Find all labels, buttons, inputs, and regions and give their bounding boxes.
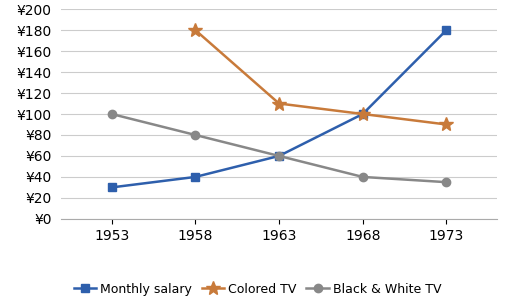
Line: Monthly salary: Monthly salary <box>108 26 451 192</box>
Line: Black & White TV: Black & White TV <box>108 110 451 186</box>
Colored TV <box>276 102 282 105</box>
Colored TV <box>359 112 366 116</box>
Monthly salary <box>276 154 282 158</box>
Black & White TV <box>193 133 199 137</box>
Monthly salary <box>359 112 366 116</box>
Black & White TV <box>359 175 366 179</box>
Monthly salary <box>443 28 450 32</box>
Black & White TV <box>109 112 115 116</box>
Line: Colored TV: Colored TV <box>188 23 453 131</box>
Legend: Monthly salary, Colored TV, Black & White TV: Monthly salary, Colored TV, Black & Whit… <box>69 278 446 301</box>
Black & White TV <box>443 180 450 184</box>
Colored TV <box>193 28 199 32</box>
Monthly salary <box>193 175 199 179</box>
Colored TV <box>443 123 450 126</box>
Monthly salary <box>109 185 115 189</box>
Black & White TV <box>276 154 282 158</box>
